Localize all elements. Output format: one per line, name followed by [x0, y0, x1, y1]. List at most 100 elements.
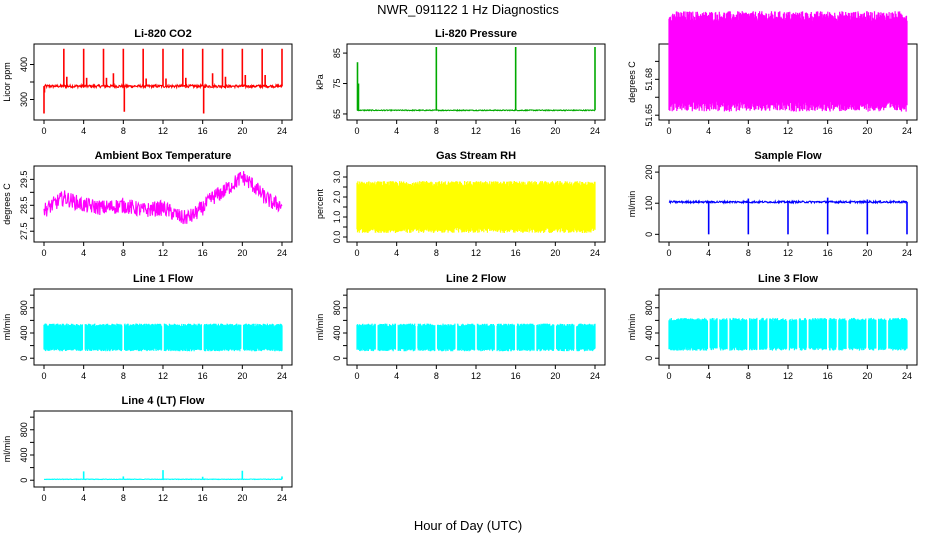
panel-2-ytick-label: 51.68	[644, 68, 654, 91]
panel-6-xtick-label: 0	[41, 371, 46, 381]
panel-9-xtick-label: 24	[277, 493, 287, 503]
panel-9-xtick-label: 12	[158, 493, 168, 503]
panel-1-series-0-line	[356, 108, 595, 112]
panel-6-ytick-label: 800	[19, 300, 29, 315]
panel-7-series-0-band	[356, 323, 596, 352]
panel-0-xtick-label: 24	[277, 126, 287, 136]
panel-4-xtick-label: 0	[354, 248, 359, 258]
panel-6-xtick-label: 4	[81, 371, 86, 381]
panel-0-xtick-label: 16	[198, 126, 208, 136]
panel-3-xtick-label: 4	[81, 248, 86, 258]
panel-8-ytick-label: 800	[644, 300, 654, 315]
panel-9-xtick-label: 4	[81, 493, 86, 503]
panel-0-xtick-label: 20	[237, 126, 247, 136]
panel-8-series-0-band	[668, 317, 908, 351]
panel-8-title: Line 3 Flow	[758, 273, 818, 285]
panel-1-xtick-label: 4	[394, 126, 399, 136]
panel-1-xtick-label: 12	[471, 126, 481, 136]
panel-2-xtick-label: 16	[823, 126, 833, 136]
panel-6-title: Line 1 Flow	[133, 273, 193, 285]
panel-2-xtick-label: 12	[783, 126, 793, 136]
panel-4-xtick-label: 24	[590, 248, 600, 258]
panel-4-xtick-label: 12	[471, 248, 481, 258]
panel-7-xtick-label: 16	[511, 371, 521, 381]
panel-5-xtick-label: 0	[666, 248, 671, 258]
page-title: NWR_091122 1 Hz Diagnostics	[377, 2, 559, 17]
panel-0-xtick-label: 12	[158, 126, 168, 136]
panel-3-xtick-label: 8	[121, 248, 126, 258]
panel-3-xtick-label: 24	[277, 248, 287, 258]
panel-5-xtick-label: 24	[902, 248, 912, 258]
panel-5-ytick-label: 0	[644, 232, 654, 237]
panel-9-ylabel: ml/min	[2, 436, 12, 463]
panel-6-series-0-band	[43, 323, 283, 352]
panel-9-xtick-label: 20	[237, 493, 247, 503]
panel-2-ylabel: degrees C	[627, 61, 637, 103]
panel-0-ytick-label: 400	[19, 57, 29, 72]
panel-2-xtick-label: 24	[902, 126, 912, 136]
panel-2-xtick-label: 20	[862, 126, 872, 136]
panel-6-ytick-label: 400	[19, 325, 29, 340]
panel-3-xtick-label: 12	[158, 248, 168, 258]
panel-5-xtick-label: 8	[746, 248, 751, 258]
panel-4-xtick-label: 20	[550, 248, 560, 258]
panel-4-xtick-label: 16	[511, 248, 521, 258]
panel-3-series-0-line	[43, 171, 283, 225]
panel-3-ytick-label: 27.5	[19, 222, 29, 240]
panel-1-xtick-label: 0	[354, 126, 359, 136]
panel-5-ylabel: ml/min	[627, 191, 637, 218]
panel-5-title: Sample Flow	[754, 150, 822, 162]
panel-1-xtick-label: 24	[590, 126, 600, 136]
panel-4-xtick-label: 8	[434, 248, 439, 258]
panel-0-xtick-label: 0	[41, 126, 46, 136]
panel-8-xtick-label: 24	[902, 371, 912, 381]
panel-3-title: Ambient Box Temperature	[95, 150, 232, 162]
panel-8-xtick-label: 4	[706, 371, 711, 381]
panel-4-series-0-band	[356, 181, 596, 233]
panel-7-xtick-label: 4	[394, 371, 399, 381]
panel-2-xtick-label: 0	[666, 126, 671, 136]
panel-8-ytick-label: 0	[644, 356, 654, 361]
panel-5-ytick-label: 100	[644, 196, 654, 211]
panel-3-xtick-label: 20	[237, 248, 247, 258]
panel-6-xtick-label: 24	[277, 371, 287, 381]
panel-7-ytick-label: 800	[332, 300, 342, 315]
panel-1-xtick-label: 20	[550, 126, 560, 136]
panel-0-title: Li-820 CO2	[134, 28, 191, 40]
panel-7-ytick-label: 0	[332, 356, 342, 361]
panel-5-xtick-label: 12	[783, 248, 793, 258]
panel-0-xtick-label: 8	[121, 126, 126, 136]
panel-1-ytick-label: 85	[332, 48, 342, 58]
panel-1-xtick-label: 16	[511, 126, 521, 136]
panel-8-xtick-label: 12	[783, 371, 793, 381]
panel-2-ytick-label: 51.65	[644, 104, 654, 127]
panel-4-ytick-label: 2.0	[332, 191, 342, 204]
panel-3-ytick-label: 28.5	[19, 197, 29, 215]
panel-8-xtick-label: 20	[862, 371, 872, 381]
panel-9-xtick-label: 16	[198, 493, 208, 503]
panel-8-ylabel: ml/min	[627, 314, 637, 341]
panel-5-xtick-label: 16	[823, 248, 833, 258]
panel-1-frame	[346, 43, 606, 121]
panel-3-ytick-label: 29.5	[19, 171, 29, 189]
panel-9-ytick-label: 800	[19, 422, 29, 437]
panel-2-xtick-label: 4	[706, 126, 711, 136]
panel-1-xtick-label: 8	[434, 126, 439, 136]
panel-3-ylabel: degrees C	[2, 183, 12, 225]
panel-5-ytick-label: 200	[644, 165, 654, 180]
panel-9-xtick-label: 0	[41, 493, 46, 503]
panel-4-ytick-label: 1.0	[332, 211, 342, 224]
panel-4-xtick-label: 4	[394, 248, 399, 258]
panel-6-xtick-label: 8	[121, 371, 126, 381]
panel-6-ylabel: ml/min	[2, 314, 12, 341]
panel-0-ytick-label: 300	[19, 92, 29, 107]
x-axis-label: Hour of Day (UTC)	[413, 518, 523, 533]
panel-2-xtick-label: 8	[746, 126, 751, 136]
panel-0-xtick-label: 4	[81, 126, 86, 136]
panel-8-xtick-label: 16	[823, 371, 833, 381]
panel-7-ylabel: ml/min	[315, 314, 325, 341]
panel-7-xtick-label: 24	[590, 371, 600, 381]
panel-1-ytick-label: 65	[332, 109, 342, 119]
panel-1-ylabel: kPa	[315, 74, 325, 90]
panel-8-xtick-label: 0	[666, 371, 671, 381]
